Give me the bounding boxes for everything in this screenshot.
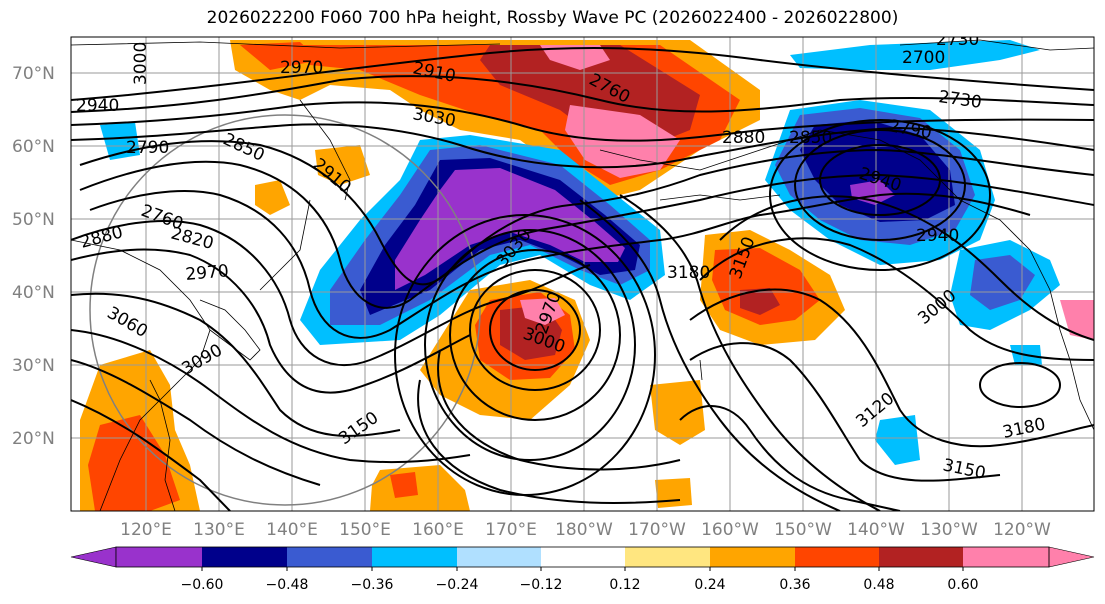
colorbar-tick-label: −0.60 bbox=[181, 577, 224, 593]
contour-line bbox=[79, 160, 1094, 309]
contour-line bbox=[424, 229, 636, 461]
lon-label: 180°W bbox=[555, 520, 613, 540]
contour-line bbox=[794, 129, 966, 241]
contour-line bbox=[79, 140, 1094, 286]
contour-label: 2940 bbox=[916, 226, 959, 246]
contour-label: 2970 bbox=[280, 58, 323, 78]
contour-line bbox=[679, 405, 901, 511]
lon-label: 150°E bbox=[339, 520, 391, 540]
contour-line bbox=[437, 349, 681, 471]
contour-label: 2850 bbox=[789, 128, 832, 148]
contour-line bbox=[979, 362, 1061, 408]
contour-label: 2970 bbox=[185, 261, 230, 285]
contour-line bbox=[769, 119, 991, 271]
lon-label: 170°E bbox=[485, 520, 537, 540]
lon-label: 130°E bbox=[193, 520, 245, 540]
colorbar-tick-label: −0.24 bbox=[436, 577, 479, 593]
colorbar-left-arrow bbox=[70, 546, 117, 568]
map-border bbox=[70, 36, 1095, 512]
contour-line bbox=[469, 269, 601, 391]
colorbar-segment bbox=[372, 547, 457, 567]
lat-label-50n: 50°N bbox=[12, 210, 55, 230]
lat-label-70n: 70°N bbox=[12, 64, 55, 84]
contour-line bbox=[71, 123, 1094, 169]
contour-line bbox=[71, 359, 321, 486]
map-title: 2026022200 F060 700 hPa height, Rossby W… bbox=[206, 8, 899, 28]
colorbar-tick-label: −0.36 bbox=[351, 577, 394, 593]
contour-label: 3000 bbox=[131, 42, 151, 85]
colorbar-segment bbox=[963, 547, 1049, 567]
contour-line bbox=[71, 329, 471, 464]
colorbar-segment bbox=[457, 547, 541, 567]
contour-line bbox=[417, 379, 681, 504]
colorbar-tick-label: 0.36 bbox=[779, 577, 810, 593]
lon-label: 140°W bbox=[847, 520, 905, 540]
negative-anomaly-central-pacific-core bbox=[395, 168, 625, 290]
contour-label: 2940 bbox=[76, 96, 119, 116]
colorbar-segment bbox=[879, 547, 963, 567]
colorbar-segment bbox=[625, 547, 710, 567]
lon-label: 140°E bbox=[266, 520, 318, 540]
latitude-labels: 70°N 60°N 50°N 40°N 30°N 20°N bbox=[12, 64, 55, 449]
contour-line bbox=[71, 399, 231, 511]
contour-line bbox=[489, 289, 581, 371]
lon-label: 120°E bbox=[120, 520, 172, 540]
contour-line bbox=[689, 288, 1094, 448]
lon-label: 120°W bbox=[993, 520, 1051, 540]
colorbar-segment bbox=[541, 547, 625, 567]
lon-label: 130°W bbox=[920, 520, 978, 540]
contour-line bbox=[71, 248, 471, 394]
lon-label: 160°E bbox=[412, 520, 464, 540]
contour-label: 2700 bbox=[902, 48, 945, 68]
colorbar-tick-label: 0.24 bbox=[694, 577, 725, 593]
contour-line bbox=[71, 220, 591, 366]
contour-line bbox=[619, 194, 881, 511]
contour-label: 3180 bbox=[667, 263, 710, 283]
lat-label-30n: 30°N bbox=[12, 356, 55, 376]
colorbar: −0.60 −0.48 −0.36 −0.24 −0.12 0.12 0.24 … bbox=[70, 546, 1095, 593]
contour-line bbox=[699, 237, 1094, 361]
lat-label-40n: 40°N bbox=[12, 283, 55, 303]
colorbar-tick-label: 0.12 bbox=[609, 577, 640, 593]
colorbar-tick-label: 0.48 bbox=[863, 577, 894, 593]
lat-label-20n: 20°N bbox=[12, 429, 55, 449]
contour-line bbox=[449, 249, 621, 421]
contour-line bbox=[89, 190, 1031, 339]
colorbar-tick-label: −0.12 bbox=[520, 577, 563, 593]
colorbar-segment bbox=[202, 547, 287, 567]
lat-label-60n: 60°N bbox=[12, 137, 55, 157]
contour-label: 2730 bbox=[936, 30, 979, 50]
contour-line bbox=[579, 199, 841, 511]
contour-label: 2880 bbox=[722, 128, 765, 148]
contour-line bbox=[71, 75, 1094, 113]
colorbar-segment bbox=[287, 547, 372, 567]
contour-line bbox=[71, 47, 1094, 101]
contour-line bbox=[819, 144, 941, 216]
colorbar-border bbox=[115, 546, 1050, 568]
lon-label: 170°W bbox=[628, 520, 686, 540]
contour-line bbox=[689, 342, 1001, 482]
colorbar-segment bbox=[116, 547, 202, 567]
colorbar-segment bbox=[710, 547, 795, 567]
negative-anomaly-central-pacific-strong bbox=[360, 158, 640, 315]
lon-label: 160°W bbox=[701, 520, 759, 540]
height-contours bbox=[71, 47, 1094, 511]
contour-label: 2790 bbox=[126, 138, 169, 158]
colorbar-segment bbox=[795, 547, 879, 567]
colorbar-tick-label: 0.60 bbox=[947, 577, 978, 593]
map-content: 3000 2970 2910 2760 2730 2700 2940 3030 … bbox=[71, 30, 1094, 511]
contour-line bbox=[719, 195, 1094, 341]
lon-label: 150°W bbox=[774, 520, 832, 540]
colorbar-right-arrow bbox=[1048, 546, 1095, 568]
colorbar-tick-label: −0.48 bbox=[266, 577, 309, 593]
contour-line bbox=[71, 292, 401, 437]
range-circle bbox=[89, 114, 481, 506]
longitude-labels: 120°E 130°E 140°E 150°E 160°E 170°E 180°… bbox=[120, 520, 1051, 540]
